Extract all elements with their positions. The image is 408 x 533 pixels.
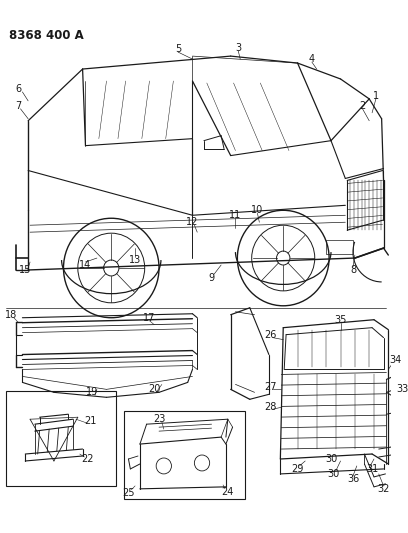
Text: 19: 19 [86, 387, 98, 397]
Text: 22: 22 [81, 454, 93, 464]
Text: 8: 8 [350, 265, 356, 275]
Text: 18: 18 [5, 310, 17, 320]
Text: 31: 31 [366, 464, 378, 474]
Text: 30: 30 [325, 454, 337, 464]
Text: 5: 5 [175, 44, 181, 54]
Text: 15: 15 [19, 265, 31, 275]
Text: 11: 11 [229, 210, 242, 220]
Text: 3: 3 [235, 43, 242, 53]
Text: 34: 34 [389, 354, 401, 365]
Text: 28: 28 [265, 402, 277, 412]
Text: 24: 24 [222, 487, 234, 497]
Text: 29: 29 [291, 464, 304, 474]
Text: 4: 4 [309, 54, 315, 64]
Text: 14: 14 [79, 260, 91, 270]
Text: 6: 6 [16, 84, 22, 94]
Text: 10: 10 [251, 205, 264, 215]
Text: 32: 32 [377, 484, 390, 494]
Text: 26: 26 [265, 329, 277, 340]
Text: 7: 7 [16, 101, 22, 111]
Text: 2: 2 [359, 101, 366, 111]
Text: 12: 12 [186, 217, 199, 227]
Text: 20: 20 [148, 384, 160, 394]
Text: 17: 17 [143, 313, 156, 323]
Bar [124, 411, 245, 499]
Text: 33: 33 [397, 384, 408, 394]
Text: 1: 1 [373, 91, 379, 101]
Bar [6, 391, 116, 486]
Text: 36: 36 [347, 474, 359, 484]
Text: 21: 21 [84, 416, 96, 426]
Text: 27: 27 [264, 382, 277, 392]
Text: 25: 25 [122, 488, 135, 498]
Text: 9: 9 [208, 273, 215, 283]
Text: 8368 400 A: 8368 400 A [9, 29, 84, 42]
Text: 35: 35 [335, 314, 347, 325]
Text: 23: 23 [153, 414, 165, 424]
Bar [326, 240, 353, 254]
Text: 30: 30 [328, 469, 340, 479]
Text: 13: 13 [129, 255, 141, 265]
